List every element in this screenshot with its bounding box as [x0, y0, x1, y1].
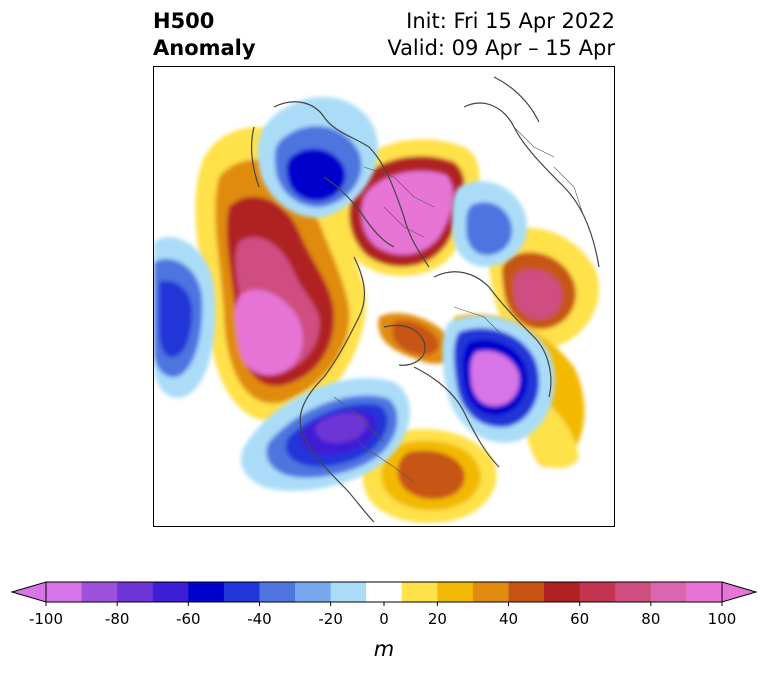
colorbar-bin	[472, 582, 510, 602]
colorbar-bin	[46, 582, 83, 602]
kind-title: Anomaly	[153, 36, 256, 60]
colorbar-bin	[615, 582, 652, 602]
colorbar-bin	[401, 582, 438, 602]
colorbar-bin	[152, 582, 189, 602]
colorbar-bin	[686, 582, 723, 602]
colorbar-extend-low	[12, 582, 46, 602]
colorbar-tick-label: 60	[570, 610, 589, 628]
map-svg	[154, 76, 600, 523]
colorbar-tick-label: -40	[247, 610, 272, 628]
colorbar-unit: m	[374, 637, 394, 661]
colorbar-bin	[437, 582, 474, 602]
colorbar-bin	[650, 582, 687, 602]
colorbar: -100 -80 -60 -40 -20 0 20 40 60 80 100 m	[10, 581, 758, 661]
colorbar-tick-label: -60	[176, 610, 201, 628]
colorbar-bins	[46, 582, 723, 602]
variable-title: H500	[153, 9, 215, 33]
colorbar-tick-label: -20	[318, 610, 343, 628]
colorbar-tick-label: -100	[29, 610, 63, 628]
anomaly-map	[153, 66, 615, 527]
country-borders	[333, 126, 585, 483]
colorbar-bin	[508, 582, 545, 602]
colorbar-tick-label: 0	[379, 610, 389, 628]
colorbar-bin	[295, 582, 332, 602]
title-left: H500 Anomaly	[153, 8, 256, 62]
colorbar-bin	[259, 582, 296, 602]
coastlines	[250, 76, 600, 523]
colorbar-ticks: -100 -80 -60 -40 -20 0 20 40 60 80 100	[29, 602, 736, 628]
colorbar-bin	[223, 582, 260, 602]
colorbar-bin	[330, 582, 367, 602]
colorbar-low-outline	[10, 581, 47, 603]
colorbar-bin	[81, 582, 118, 602]
colorbar-tick-label: 100	[708, 610, 737, 628]
negative-anomaly-fill	[154, 97, 555, 491]
colorbar-extend-high	[722, 582, 756, 602]
colorbar-bin	[117, 582, 154, 602]
colorbar-high-outline	[721, 581, 758, 603]
valid-range: Valid: 09 Apr – 15 Apr	[387, 36, 615, 60]
colorbar-tick-label: 40	[499, 610, 518, 628]
init-date: Init: Fri 15 Apr 2022	[406, 9, 615, 33]
title-right: Init: Fri 15 Apr 2022 Valid: 09 Apr – 15…	[387, 8, 615, 62]
positive-anomaly-fill	[195, 127, 600, 523]
colorbar-bin	[579, 582, 616, 602]
colorbar-tick-label: 20	[428, 610, 447, 628]
colorbar-bin	[366, 582, 403, 602]
colorbar-tick-label: 80	[641, 610, 660, 628]
colorbar-bin	[188, 582, 225, 602]
colorbar-tick-label: -80	[105, 610, 130, 628]
colorbar-bin	[544, 582, 581, 602]
